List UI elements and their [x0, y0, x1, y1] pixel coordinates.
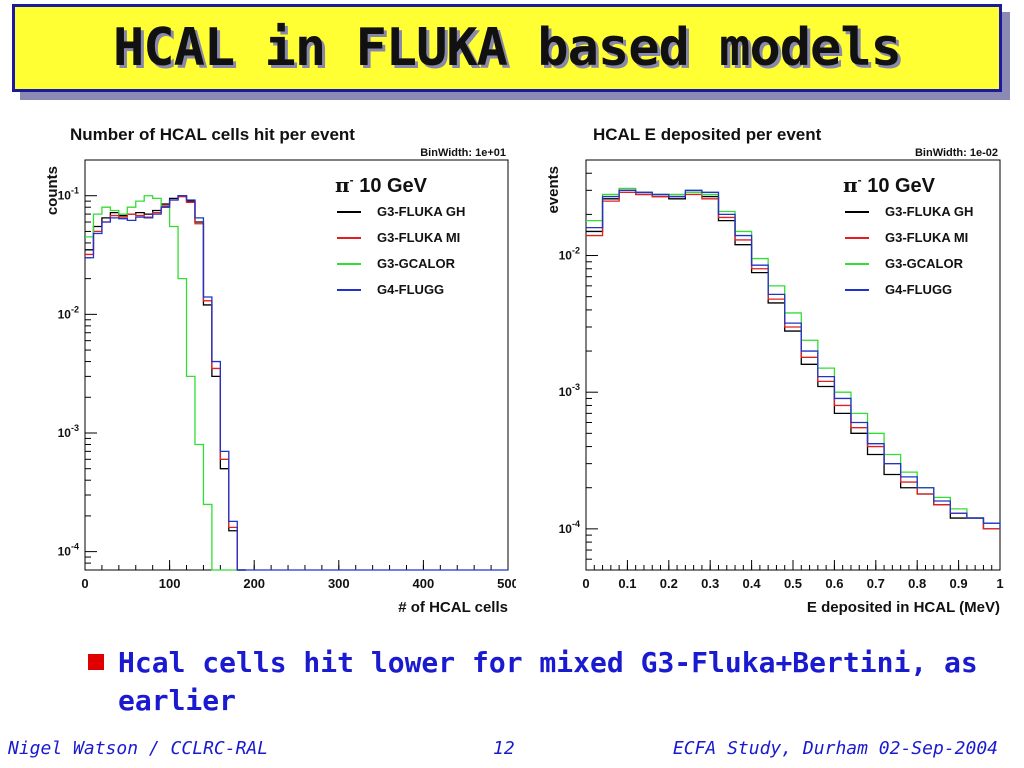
x-tick-label: 0.8 [908, 576, 926, 591]
legend-header: π- 10 GeV [335, 173, 428, 197]
x-tick-label: 1 [996, 576, 1003, 591]
y-tick-label: 10-4 [559, 519, 580, 536]
legend-label: G3-FLUKA GH [885, 204, 973, 219]
y-tick-label: 10-4 [58, 542, 79, 559]
binwidth-label: BinWidth: 1e+01 [420, 147, 506, 159]
bullet-item: Hcal cells hit lower for mixed G3-Fluka+… [88, 644, 978, 720]
series-group [586, 187, 1001, 530]
binwidth-label: BinWidth: 1e-02 [915, 147, 998, 159]
x-tick-label: 500 [497, 576, 516, 591]
legend-label: G3-FLUKA MI [885, 230, 968, 245]
series-line-g4-flugg [85, 195, 246, 571]
legend: π- 10 GeV G3-FLUKA GH G3-FLUKA MI G3-GCALOR… [843, 173, 973, 297]
legend-header: π- 10 GeV [843, 173, 936, 197]
x-tick-label: 0.4 [743, 576, 762, 591]
x-axis-label: E deposited in HCAL (MeV) [807, 599, 1000, 616]
footer-event: ECFA Study, Durham 02-Sep-2004 [672, 738, 998, 759]
series-line-g3-fluka-mi [85, 196, 246, 571]
bullet-marker [88, 654, 104, 670]
series-line-g4-flugg [586, 189, 1001, 529]
x-tick-label: 0.9 [950, 576, 968, 591]
series-group [85, 195, 246, 571]
x-tick-label: 0.6 [825, 576, 843, 591]
legend-label: G3-FLUKA GH [377, 204, 465, 219]
y-tick-label: 10-2 [58, 304, 79, 321]
legend-label: G3-GCALOR [885, 256, 964, 271]
x-tick-label: 0.2 [660, 576, 678, 591]
chart-hcal-cells-hit: Number of HCAL cells hit per event BinWid… [44, 125, 516, 616]
footer-author: Nigel Watson / CCLRC-RAL [8, 738, 269, 759]
x-tick-label: 0 [582, 576, 589, 591]
footer-page-number: 12 [493, 738, 515, 759]
x-tick-label: 0 [81, 576, 88, 591]
chart-hcal-energy-deposited: HCAL E deposited per event BinWidth: 1e-0… [548, 125, 1004, 616]
y-tick-label: 10-3 [58, 423, 79, 440]
y-axis-label: counts [44, 166, 61, 215]
x-tick-label: 400 [413, 576, 435, 591]
legend-label: G4-FLUGG [885, 282, 952, 297]
plot-frame [84, 159, 509, 571]
slide-title: HCAL in FLUKA based models [113, 18, 902, 78]
x-tick-label: 0.5 [784, 576, 802, 591]
series-line-g3-fluka-gh [85, 195, 246, 571]
y-tick-label: 10-2 [559, 246, 580, 263]
chart-title: HCAL E deposited per event [593, 125, 822, 144]
legend-label: G4-FLUGG [377, 282, 444, 297]
legend-label: G3-FLUKA MI [377, 230, 460, 245]
y-axis-label: events [548, 166, 562, 214]
legend-label: G3-GCALOR [377, 256, 456, 271]
x-tick-label: 0.7 [867, 576, 885, 591]
x-tick-label: 0.1 [618, 576, 636, 591]
x-tick-label: 200 [243, 576, 265, 591]
bullet-text: Hcal cells hit lower for mixed G3-Fluka+… [118, 646, 978, 717]
series-line-g3-gcalor [85, 195, 246, 571]
title-banner: HCAL in FLUKA based models [12, 4, 1002, 92]
x-axis-label: # of HCAL cells [398, 599, 508, 616]
plot-frame [585, 159, 1001, 571]
x-tick-label: 300 [328, 576, 350, 591]
y-tick-label: 10-1 [58, 186, 79, 203]
x-tick-label: 0.3 [701, 576, 719, 591]
legend: π- 10 GeV G3-FLUKA GH G3-FLUKA MI G3-GCALOR… [335, 173, 465, 297]
y-tick-label: 10-3 [559, 382, 580, 399]
x-tick-label: 100 [159, 576, 181, 591]
chart-title: Number of HCAL cells hit per event [70, 125, 355, 144]
